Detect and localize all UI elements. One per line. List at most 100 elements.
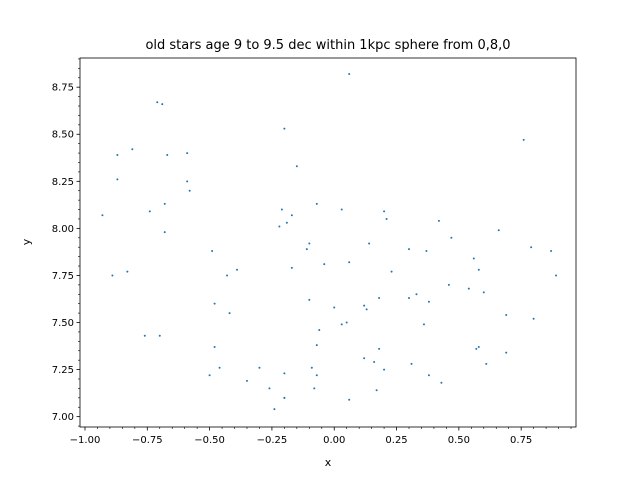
data-point: [213, 302, 216, 305]
y-tick-label: 7.25: [52, 365, 74, 376]
x-tick-label: 0.50: [448, 435, 470, 446]
data-point: [283, 372, 286, 375]
data-point: [365, 308, 368, 311]
data-point: [477, 268, 480, 271]
data-point: [522, 138, 525, 141]
data-point: [422, 323, 425, 326]
data-point: [278, 225, 281, 228]
data-point: [186, 180, 189, 183]
x-axis-ticks: −1.00 −0.75 −0.50 −0.25 0.00 0.25 0.50 0.75: [70, 427, 572, 446]
data-point: [340, 208, 343, 211]
data-point: [211, 249, 214, 252]
data-point: [345, 321, 348, 324]
data-point: [310, 366, 313, 369]
data-point: [378, 297, 381, 300]
data-point: [385, 217, 388, 220]
data-point: [408, 297, 411, 300]
data-point: [315, 202, 318, 205]
data-point: [427, 300, 430, 303]
data-point: [163, 231, 166, 234]
data-point: [323, 263, 326, 266]
x-tick-label: 0.25: [385, 435, 407, 446]
data-point: [340, 323, 343, 326]
data-point: [218, 366, 221, 369]
data-point: [505, 351, 508, 354]
data-point: [477, 345, 480, 348]
data-point: [475, 347, 478, 350]
data-point: [425, 249, 428, 252]
y-tick-label: 7.00: [52, 412, 74, 423]
data-point: [375, 389, 378, 392]
x-tick-label: 0.00: [323, 435, 345, 446]
data-point: [245, 379, 248, 382]
y-tick-label: 8.75: [52, 83, 74, 94]
data-point: [305, 248, 308, 251]
data-point: [373, 361, 376, 364]
data-point: [273, 408, 276, 411]
data-point: [368, 242, 371, 245]
data-point: [166, 153, 169, 156]
data-point: [148, 210, 151, 213]
data-point: [315, 374, 318, 377]
data-point: [143, 334, 146, 337]
data-point: [308, 242, 311, 245]
data-point: [550, 249, 553, 252]
data-point: [258, 366, 261, 369]
x-tick-label: −1.00: [70, 435, 101, 446]
data-point: [285, 221, 288, 224]
data-point: [268, 387, 271, 390]
data-point: [390, 270, 393, 273]
x-tick-label: −0.75: [132, 435, 163, 446]
data-point: [208, 374, 211, 377]
data-point: [131, 148, 134, 151]
plot-area: [79, 57, 577, 428]
data-point: [283, 396, 286, 399]
data-point: [280, 208, 283, 211]
data-point: [126, 270, 129, 273]
data-point: [410, 362, 413, 365]
data-point: [532, 317, 535, 320]
data-point: [116, 153, 119, 156]
data-point: [427, 374, 430, 377]
data-point: [467, 287, 470, 290]
data-point: [363, 304, 366, 307]
data-point: [161, 103, 164, 106]
data-point: [295, 165, 298, 168]
y-tick-label: 8.00: [52, 224, 74, 235]
data-point: [437, 219, 440, 222]
data-point: [348, 261, 351, 264]
x-axis-label: x: [325, 456, 332, 469]
y-axis-label: y: [20, 238, 33, 245]
chart-title: old stars age 9 to 9.5 dec within 1kpc s…: [145, 38, 510, 53]
y-tick-label: 8.25: [52, 177, 74, 188]
data-point: [228, 312, 231, 315]
data-point: [415, 293, 418, 296]
data-point: [158, 334, 161, 337]
data-point: [313, 387, 316, 390]
y-tick-label: 8.50: [52, 130, 74, 141]
x-tick-label: −0.50: [194, 435, 225, 446]
data-points: [101, 73, 558, 411]
data-point: [116, 178, 119, 181]
data-point: [348, 73, 351, 76]
y-tick-label: 7.50: [52, 318, 74, 329]
data-point: [530, 246, 533, 249]
data-point: [308, 298, 311, 301]
data-point: [315, 344, 318, 347]
data-point: [485, 362, 488, 365]
data-point: [283, 127, 286, 130]
data-point: [555, 274, 558, 277]
data-point: [505, 313, 508, 316]
data-point: [408, 248, 411, 251]
data-point: [318, 329, 321, 332]
data-point: [186, 152, 189, 155]
data-point: [383, 210, 386, 213]
data-point: [348, 398, 351, 401]
data-point: [472, 257, 475, 260]
data-point: [450, 236, 453, 239]
y-tick-label: 7.75: [52, 271, 74, 282]
data-point: [226, 274, 229, 277]
x-tick-label: −0.25: [257, 435, 288, 446]
data-point: [290, 266, 293, 269]
